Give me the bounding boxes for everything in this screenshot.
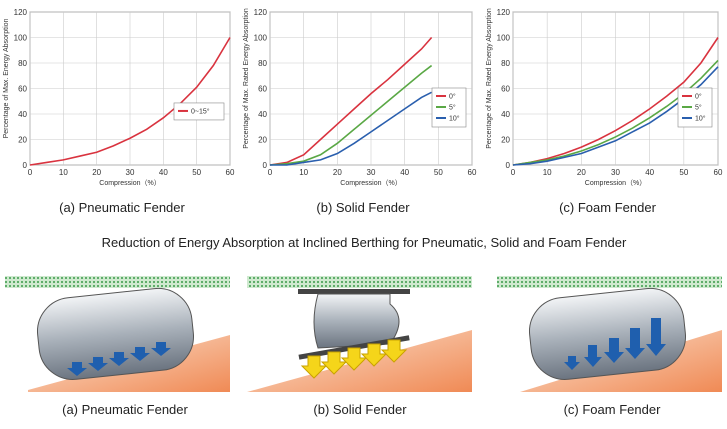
x-tick-label: 50 <box>192 168 201 177</box>
x-tick-label: 30 <box>611 168 620 177</box>
x-tick-label: 50 <box>434 168 443 177</box>
heading: Reduction of Energy Absorption at Inclin… <box>102 235 627 250</box>
x-axis-label: Compression（%） <box>340 179 401 187</box>
illustration-foam <box>497 276 722 392</box>
x-tick-label: 60 <box>226 168 235 177</box>
illustration-caption: (c) Foam Fender <box>564 402 661 417</box>
x-tick-label: 20 <box>577 168 586 177</box>
y-tick-label: 80 <box>258 59 267 68</box>
y-tick-label: 120 <box>254 8 268 17</box>
x-tick-label: 10 <box>299 168 308 177</box>
series-line <box>29 37 231 166</box>
series-line <box>270 91 432 166</box>
x-tick-label: 40 <box>645 168 654 177</box>
x-tick-label: 60 <box>468 168 477 177</box>
illustration-caption: (a) Pneumatic Fender <box>62 402 188 417</box>
y-tick-label: 40 <box>258 110 267 119</box>
y-tick-label: 60 <box>501 85 510 94</box>
legend-label: 5° <box>695 104 702 112</box>
y-tick-label: 40 <box>501 110 510 119</box>
y-axis-label: Percentage of Max. Rated Energy Absorpti… <box>486 8 493 149</box>
y-tick-label: 20 <box>18 136 27 145</box>
y-tick-label: 40 <box>18 110 27 119</box>
series-line <box>269 36 433 166</box>
chart-caption: (c) Foam Fender <box>559 200 656 215</box>
y-tick-label: 60 <box>18 85 27 94</box>
y-tick-label: 0 <box>23 161 28 170</box>
illustration-caption: (b) Solid Fender <box>313 402 407 417</box>
y-tick-label: 80 <box>18 59 27 68</box>
x-tick-label: 0 <box>28 168 33 177</box>
y-tick-label: 20 <box>501 136 510 145</box>
y-tick-label: 100 <box>14 34 28 43</box>
x-tick-label: 60 <box>714 168 723 177</box>
y-tick-label: 120 <box>497 8 511 17</box>
legend-label: 5° <box>449 104 456 112</box>
x-tick-label: 50 <box>679 168 688 177</box>
x-axis-label: Compression（%） <box>585 179 646 187</box>
x-axis-label: Compression（%） <box>99 179 160 187</box>
x-tick-label: 20 <box>333 168 342 177</box>
legend-label: 10° <box>695 115 706 123</box>
x-tick-label: 0 <box>511 168 516 177</box>
y-axis-label: Percentage of Max. Rated Energy Absorpti… <box>243 8 250 149</box>
y-tick-label: 20 <box>258 136 267 145</box>
y-tick-label: 120 <box>14 8 28 17</box>
x-tick-label: 40 <box>400 168 409 177</box>
series-line <box>269 64 433 166</box>
y-tick-label: 100 <box>254 34 268 43</box>
y-axis-label: Percentage of Max. Energy Absorption <box>3 18 10 138</box>
legend-label: 10° <box>449 115 460 123</box>
legend-label: 0° <box>449 93 456 101</box>
x-tick-label: 10 <box>59 168 68 177</box>
x-tick-label: 30 <box>126 168 135 177</box>
x-tick-label: 0 <box>268 168 273 177</box>
y-tick-label: 60 <box>258 85 267 94</box>
legend-label: 0° <box>695 93 702 101</box>
x-tick-label: 10 <box>543 168 552 177</box>
legend-box <box>173 102 225 121</box>
legend-label: 0~15° <box>191 107 210 115</box>
y-tick-label: 80 <box>501 59 510 68</box>
x-tick-label: 40 <box>159 168 168 177</box>
series-line <box>512 37 719 166</box>
y-tick-label: 100 <box>497 34 511 43</box>
illustration-solid <box>247 276 472 392</box>
x-tick-label: 30 <box>367 168 376 177</box>
y-tick-label: 0 <box>263 161 268 170</box>
y-tick-label: 0 <box>506 161 511 170</box>
chart-caption: (b) Solid Fender <box>316 200 410 215</box>
x-tick-label: 20 <box>92 168 101 177</box>
chart-caption: (a) Pneumatic Fender <box>59 200 185 215</box>
illustration-pneumatic <box>5 276 230 392</box>
